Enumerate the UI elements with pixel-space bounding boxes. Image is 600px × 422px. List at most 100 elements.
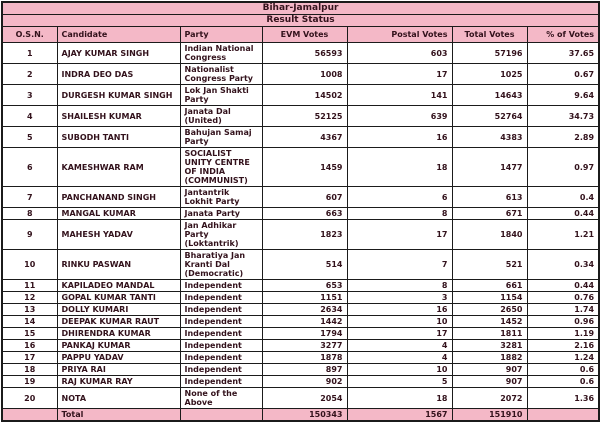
postal-votes-cell: 7 [346,249,453,280]
party-cell: Janata Party [179,207,263,220]
postal-votes-cell: 5 [346,375,453,388]
total-row: Total 150343 1567 151910 [1,408,600,422]
evm-votes-cell: 1442 [261,315,348,328]
table-row: 12 GOPAL KUMAR TANTI Independent 1151 3 1154 0… [1,291,600,304]
percent-votes-cell: 0.44 [526,279,600,292]
postal-votes-cell: 18 [346,387,453,409]
evm-votes-cell: 52125 [261,105,348,127]
total-evm-votes: 150343 [261,408,348,422]
osn-cell: 1 [1,42,58,64]
total-total-votes: 151910 [451,408,528,422]
evm-votes-cell: 1008 [261,63,348,85]
party-cell: Independent [179,375,263,388]
evm-votes-cell: 607 [261,186,348,208]
postal-votes-cell: 16 [346,126,453,148]
postal-votes-cell: 6 [346,186,453,208]
total-party-cell [179,408,263,422]
evm-votes-cell: 3277 [261,339,348,352]
postal-votes-cell: 10 [346,363,453,376]
total-postal-votes: 1567 [346,408,453,422]
percent-votes-cell: 1.21 [526,219,600,250]
candidate-cell: DHIRENDRA KUMAR [56,327,181,340]
evm-votes-cell: 1823 [261,219,348,250]
table-row: 9 MAHESH YADAV Jan Adhikar Party (Loktantr… [1,219,600,250]
total-votes-cell: 1025 [451,63,528,85]
total-votes-cell: 1840 [451,219,528,250]
total-votes-cell: 907 [451,363,528,376]
party-cell: Independent [179,327,263,340]
postal-votes-cell: 18 [346,147,453,187]
total-votes-cell: 661 [451,279,528,292]
party-cell: Bahujan Samaj Party [179,126,263,148]
evm-votes-cell: 2634 [261,303,348,316]
candidate-cell: KAMESHWAR RAM [56,147,181,187]
evm-votes-cell: 1878 [261,351,348,364]
candidate-cell: GOPAL KUMAR TANTI [56,291,181,304]
total-votes-cell: 3281 [451,339,528,352]
evm-votes-cell: 14502 [261,84,348,106]
table-row: 5 SUBODH TANTI Bahujan Samaj Party 4367 16 43… [1,126,600,148]
party-cell: Lok Jan Shakti Party [179,84,263,106]
postal-votes-cell: 4 [346,339,453,352]
column-header-party: Party [179,26,263,43]
percent-votes-cell: 37.65 [526,42,600,64]
osn-cell: 12 [1,291,58,304]
percent-votes-cell: 34.73 [526,105,600,127]
evm-votes-cell: 56593 [261,42,348,64]
party-cell: SOCIALIST UNITY CENTRE OF INDIA (COMMUNI… [179,147,263,187]
party-cell: Independent [179,315,263,328]
evm-votes-cell: 2054 [261,387,348,409]
table-row: 1 AJAY KUMAR SINGH Indian National Congres… [1,42,600,64]
osn-cell: 10 [1,249,58,280]
table-row: 19 RAJ KUMAR RAY Independent 902 5 907 0.6 [1,375,600,388]
column-header-total-votes: Total Votes [451,26,528,43]
column-header-osn: O.S.N. [1,26,58,43]
postal-votes-cell: 639 [346,105,453,127]
party-cell: Independent [179,279,263,292]
postal-votes-cell: 10 [346,315,453,328]
candidate-cell: PAPPU YADAV [56,351,181,364]
candidate-cell: MAHESH YADAV [56,219,181,250]
table-row: 2 INDRA DEO DAS Nationalist Congress Party… [1,63,600,85]
total-votes-cell: 52764 [451,105,528,127]
table-row: 16 PANKAJ KUMAR Independent 3277 4 3281 2.16 [1,339,600,352]
table-row: 18 PRIYA RAI Independent 897 10 907 0.6 [1,363,600,376]
candidate-cell: RAJ KUMAR RAY [56,375,181,388]
osn-cell: 14 [1,315,58,328]
total-votes-cell: 1811 [451,327,528,340]
table-row: 17 PAPPU YADAV Independent 1878 4 1882 1.24 [1,351,600,364]
party-cell: Independent [179,351,263,364]
evm-votes-cell: 663 [261,207,348,220]
total-votes-cell: 613 [451,186,528,208]
candidate-cell: RINKU PASWAN [56,249,181,280]
percent-votes-cell: 0.6 [526,363,600,376]
party-cell: Indian National Congress [179,42,263,64]
total-votes-cell: 671 [451,207,528,220]
total-votes-cell: 1477 [451,147,528,187]
column-header-candidate: Candidate [56,26,181,43]
osn-cell: 8 [1,207,58,220]
party-cell: Independent [179,291,263,304]
party-cell: Jan Adhikar Party (Loktantrik) [179,219,263,250]
postal-votes-cell: 17 [346,327,453,340]
candidate-cell: DURGESH KUMAR SINGH [56,84,181,106]
percent-votes-cell: 1.74 [526,303,600,316]
total-votes-cell: 14643 [451,84,528,106]
percent-votes-cell: 2.89 [526,126,600,148]
postal-votes-cell: 17 [346,63,453,85]
candidate-cell: PANKAJ KUMAR [56,339,181,352]
table-row: 3 DURGESH KUMAR SINGH Lok Jan Shakti Party… [1,84,600,106]
percent-votes-cell: 0.67 [526,63,600,85]
total-votes-cell: 1452 [451,315,528,328]
candidate-cell: SHAILESH KUMAR [56,105,181,127]
evm-votes-cell: 902 [261,375,348,388]
total-votes-cell: 907 [451,375,528,388]
osn-cell: 9 [1,219,58,250]
party-cell: Nationalist Congress Party [179,63,263,85]
evm-votes-cell: 653 [261,279,348,292]
column-header-postal-votes: Postal Votes [346,26,453,43]
candidate-cell: PANCHANAND SINGH [56,186,181,208]
candidate-cell: SUBODH TANTI [56,126,181,148]
total-label: Total [56,408,181,422]
column-header-evm-votes: EVM Votes [261,26,348,43]
